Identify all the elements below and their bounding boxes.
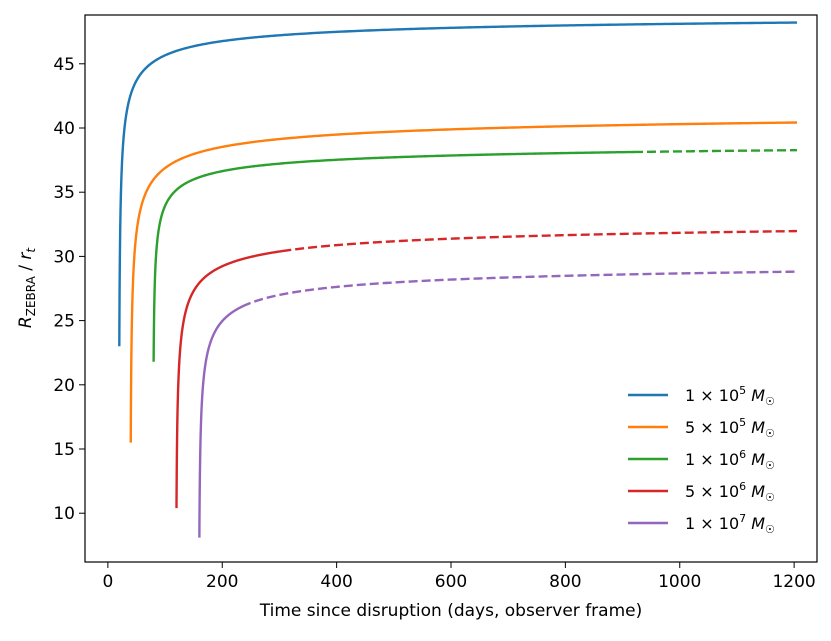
series-line-2: [129, 121, 797, 443]
series-dashed-line-4: [281, 229, 797, 253]
x-tick-label: 0: [102, 572, 113, 592]
x-tick-label: 800: [549, 572, 581, 592]
y-tick-label: 20: [53, 376, 75, 396]
x-tick-label: 1000: [658, 572, 701, 592]
series-line-5: [198, 305, 243, 538]
legend-label: 1 × 107 M☉: [685, 512, 775, 536]
legend: 1 × 105 M☉ 5 × 105 M☉ 1 × 106 M☉ 5 × 106 M☉…: [628, 384, 775, 536]
y-tick-label: 10: [53, 504, 75, 524]
y-tick-label: 15: [53, 440, 75, 460]
x-tick-label: 600: [435, 572, 467, 592]
y-axis: 10 15 20 25 30 35 40 45: [53, 55, 85, 524]
y-tick-label: 30: [53, 247, 75, 267]
series-dashed-line-3: [634, 148, 797, 154]
x-axis: 0 200 400 600 800 1000 1200: [102, 562, 816, 592]
legend-label: 5 × 105 M☉: [685, 416, 775, 440]
series-dashed-line-5: [241, 270, 797, 308]
x-tick-label: 400: [320, 572, 352, 592]
series-line-4: [175, 249, 283, 509]
series-line-1: [118, 21, 797, 347]
y-tick-label: 25: [53, 312, 75, 332]
y-tick-label: 35: [53, 183, 75, 203]
x-axis-label: Time since disruption (days, observer fr…: [259, 601, 642, 621]
legend-label: 5 × 106 M☉: [685, 480, 775, 504]
legend-label: 1 × 106 M☉: [685, 448, 775, 472]
x-tick-label: 1200: [772, 572, 815, 592]
series-layer: [118, 21, 797, 538]
y-tick-label: 40: [53, 119, 75, 139]
y-tick-label: 45: [53, 55, 75, 75]
legend-label: 1 × 105 M☉: [685, 384, 775, 408]
series-line-3: [152, 150, 635, 362]
x-tick-label: 200: [206, 572, 238, 592]
y-axis-label: RZEBRA / rt: [16, 247, 38, 328]
